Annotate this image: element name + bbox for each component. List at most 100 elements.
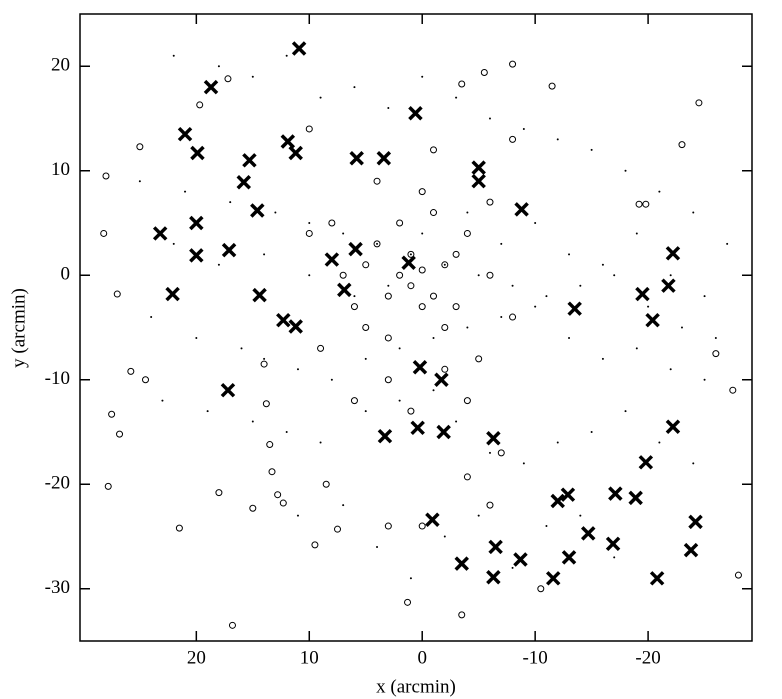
dot-point — [726, 242, 729, 245]
circle-point — [642, 200, 650, 208]
circle-point — [224, 75, 232, 83]
cross-point — [250, 203, 265, 218]
cross-point — [645, 312, 660, 328]
circle-point — [350, 397, 358, 405]
circle-point — [509, 135, 517, 143]
cross-point — [349, 150, 364, 166]
dot-point — [364, 410, 367, 413]
circle-point — [430, 292, 438, 300]
circle-point — [548, 82, 556, 90]
circle-point — [458, 80, 466, 88]
dot-point — [342, 232, 345, 235]
circle-point — [104, 482, 112, 490]
cross-point — [189, 248, 204, 263]
circle-point — [328, 219, 336, 227]
dot-point — [263, 357, 266, 360]
y-tick-label: 0 — [61, 264, 71, 285]
dot-point — [647, 305, 650, 308]
dot-point — [579, 284, 582, 287]
cross-point — [608, 486, 623, 501]
circle-point — [274, 491, 282, 499]
circle-point — [196, 101, 204, 109]
dot-point — [342, 504, 345, 507]
dot-point — [545, 295, 548, 298]
cross-point — [488, 539, 503, 555]
dot-point — [635, 232, 638, 235]
circle-point — [136, 143, 144, 151]
dot-point — [421, 232, 424, 235]
dot-point — [590, 431, 593, 433]
cross-point — [471, 160, 486, 175]
dot-point — [172, 242, 175, 245]
dot-point — [500, 242, 503, 245]
cross-point — [561, 550, 577, 565]
cross-point — [436, 424, 451, 440]
circle-point — [339, 271, 347, 279]
dot-point — [488, 451, 491, 454]
circle-point — [373, 177, 381, 185]
circle-point — [712, 350, 720, 358]
cross-point — [220, 382, 236, 398]
dot-point — [387, 284, 390, 287]
circle-point — [334, 525, 342, 533]
circle-point — [127, 367, 135, 375]
y-tick-label: -30 — [45, 577, 70, 598]
dot-point — [500, 316, 503, 319]
circle-point — [175, 524, 183, 532]
circle-point — [418, 188, 426, 196]
circle-point — [317, 344, 325, 352]
circle-point — [279, 499, 287, 507]
y-tick-label: -10 — [45, 368, 70, 389]
dot-point — [195, 336, 198, 339]
dot-point — [658, 190, 661, 193]
circle-point — [384, 292, 392, 300]
dot-point — [330, 378, 333, 381]
x-tick-label: 0 — [417, 647, 427, 668]
dot-point — [624, 410, 627, 413]
dot-point — [138, 180, 141, 183]
dot-point — [206, 410, 209, 413]
circle-point — [113, 290, 121, 298]
dot-point — [590, 148, 593, 151]
cross-point — [638, 455, 654, 470]
circle-point — [475, 355, 483, 363]
dot-point — [714, 336, 717, 339]
cross-point — [412, 359, 428, 375]
cross-point — [425, 512, 440, 528]
cross-point — [688, 514, 703, 530]
cross-point — [683, 542, 699, 558]
dot-point — [319, 441, 322, 444]
cross-point — [377, 428, 393, 444]
cross-point — [288, 319, 303, 334]
dot-point — [613, 556, 616, 559]
cross-point — [410, 420, 425, 436]
dot-point — [466, 326, 469, 329]
dot-point — [477, 274, 480, 277]
cross-point — [580, 526, 596, 541]
dot-point — [568, 253, 571, 256]
circle-point — [418, 266, 426, 274]
dot-point — [669, 368, 672, 371]
circle-point — [362, 324, 370, 331]
cross-point — [324, 252, 340, 267]
cross-point — [276, 312, 291, 328]
dot-point — [703, 295, 706, 298]
circle-point — [695, 99, 703, 107]
dot-point — [150, 316, 153, 319]
dot-point — [432, 336, 435, 339]
dot-point — [432, 389, 435, 392]
dot-point — [669, 274, 672, 277]
dot-point — [522, 127, 525, 130]
dot-point — [466, 211, 469, 214]
cross-point — [661, 278, 676, 293]
dot-point — [398, 347, 401, 350]
cross-point — [203, 79, 219, 95]
dot-point — [285, 431, 288, 433]
y-tick-label: 20 — [51, 55, 70, 76]
cross-point — [242, 153, 257, 168]
circle-point — [396, 219, 404, 227]
dot-point — [387, 107, 390, 110]
circle-point — [373, 240, 381, 248]
cross-point — [337, 282, 352, 298]
dot-point — [511, 566, 514, 569]
